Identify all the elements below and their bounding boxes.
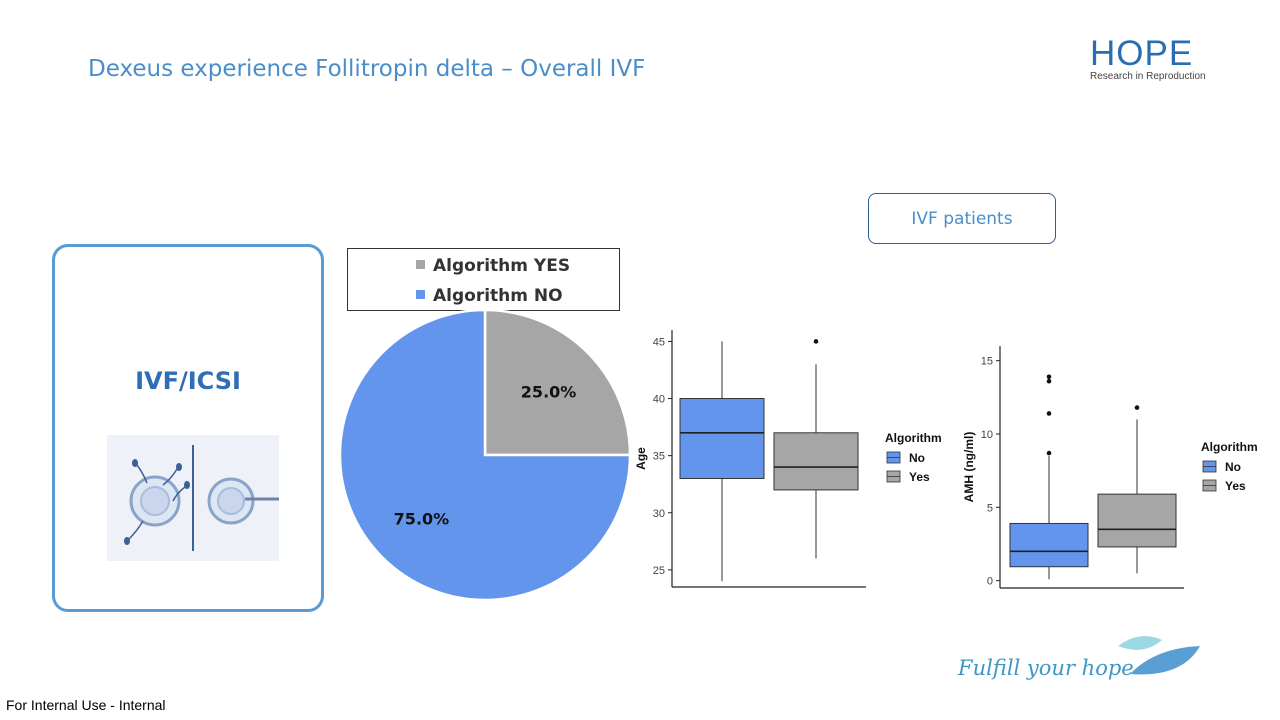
- pie-slice-1: [338, 308, 632, 602]
- tagline: Fulfill your hope: [958, 656, 1134, 680]
- y-tick-label: 45: [653, 336, 665, 348]
- legend-label-yes: Algorithm YES: [433, 256, 571, 276]
- outlier-point: [1046, 450, 1052, 456]
- ivf-patients-label: IVF patients: [868, 193, 1056, 244]
- outlier-point: [1046, 411, 1052, 416]
- logo-main-text: HOPE: [1090, 34, 1194, 73]
- legend-label-yes: Yes: [1225, 479, 1246, 493]
- age-boxplot: 25 30 35 40 45 Age Algorithm No Yes: [634, 330, 942, 588]
- box-yes: [1097, 493, 1177, 548]
- box-yes: [773, 432, 859, 491]
- pie-label-1: 75.0%: [394, 510, 450, 529]
- outlier-point: [813, 339, 819, 344]
- y-axis-label: Age: [634, 447, 648, 470]
- slide-title: Dexeus experience Follitropin delta – Ov…: [88, 56, 646, 82]
- legend-title: Algorithm: [1201, 440, 1258, 454]
- y-axis-label: AMH (ng/ml): [962, 432, 976, 503]
- footer-classification: For Internal Use - Internal: [6, 697, 166, 713]
- outlier-point: [1046, 374, 1052, 380]
- box-no: [679, 398, 765, 479]
- outlier-point: [1046, 378, 1052, 384]
- pie-label-0: 25.0%: [521, 382, 577, 401]
- ivf-icsi-title: IVF/ICSI: [135, 367, 241, 395]
- y-tick-label: 0: [987, 576, 993, 588]
- legend-label-no: No: [909, 451, 925, 465]
- y-tick-label: 35: [653, 451, 665, 463]
- y-tick-label: 5: [987, 502, 993, 514]
- ivf-icsi-panel: IVF/ICSI: [52, 244, 324, 612]
- pie-legend-item-no: Algorithm NO: [416, 286, 563, 306]
- y-tick-label: 10: [981, 429, 993, 441]
- box-no: [1009, 522, 1089, 568]
- legend-label-no: Algorithm NO: [433, 286, 563, 306]
- leaf-logo-icon: [1118, 636, 1200, 675]
- ivf-illustration-icon: [107, 435, 279, 561]
- y-tick-label: 40: [653, 394, 665, 406]
- logo-subtitle: Research in Reproduction: [1090, 71, 1206, 82]
- y-tick-label: 25: [653, 565, 665, 577]
- hope-logo: HOPE Research in Reproduction: [1090, 34, 1206, 84]
- legend-swatch-no: [416, 290, 425, 299]
- y-tick-label: 30: [653, 508, 665, 520]
- legend-swatch-yes: [416, 260, 425, 269]
- y-tick-label: 15: [981, 356, 993, 368]
- amh-boxplot: 0 5 10 15 AMH (ng/ml) Algorithm No Yes: [962, 346, 1258, 589]
- outlier-point: [1134, 405, 1140, 410]
- legend-label-yes: Yes: [909, 470, 930, 484]
- pie-slice-0: [483, 308, 632, 457]
- legend-title: Algorithm: [885, 431, 942, 445]
- pie-legend-item-yes: Algorithm YES: [416, 256, 570, 276]
- legend-label-no: No: [1225, 460, 1241, 474]
- pie-legend: Algorithm YES Algorithm NO: [347, 248, 620, 311]
- algorithm-pie-chart: 25.0% 75.0%: [338, 308, 632, 602]
